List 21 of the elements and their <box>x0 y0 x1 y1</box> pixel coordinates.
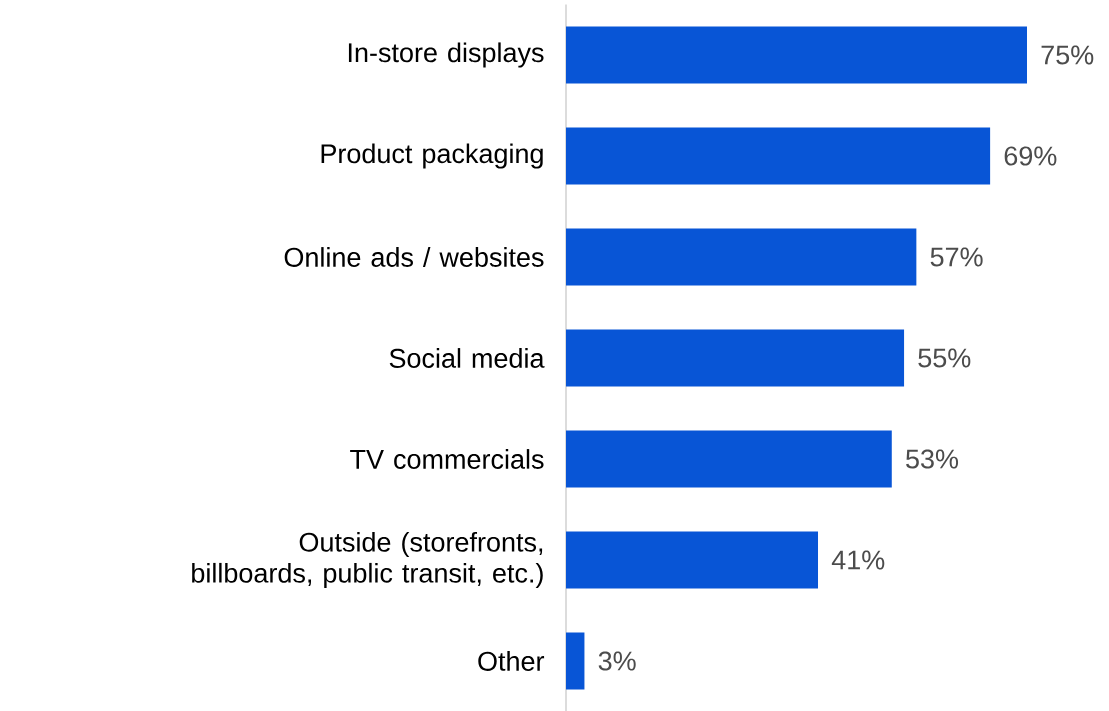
data-label: 41% <box>831 550 885 570</box>
data-label: 69% <box>1004 146 1057 166</box>
data-label: 55% <box>918 348 971 368</box>
y-tick-label: Outside (storefronts, billboards, public transit, etc.) <box>192 531 543 589</box>
y-tick-label: Other <box>478 651 545 671</box>
bar <box>566 531 819 589</box>
bar <box>566 26 1027 84</box>
data-label: 53% <box>906 449 959 469</box>
bar <box>566 329 905 387</box>
bar <box>566 127 991 185</box>
y-tick-label: In-store displays <box>348 42 544 68</box>
data-label: 3% <box>598 651 636 671</box>
y-tick-label: Social media <box>389 348 545 368</box>
y-tick-label: Product packaging <box>321 143 543 169</box>
y-tick-label: TV commercials <box>350 449 544 469</box>
data-label: 75% <box>1041 45 1094 65</box>
data-label: 57% <box>930 247 983 267</box>
bar <box>566 228 917 286</box>
bar <box>566 632 585 690</box>
bar <box>566 430 892 488</box>
y-tick-label: Online ads / websites <box>284 247 544 267</box>
